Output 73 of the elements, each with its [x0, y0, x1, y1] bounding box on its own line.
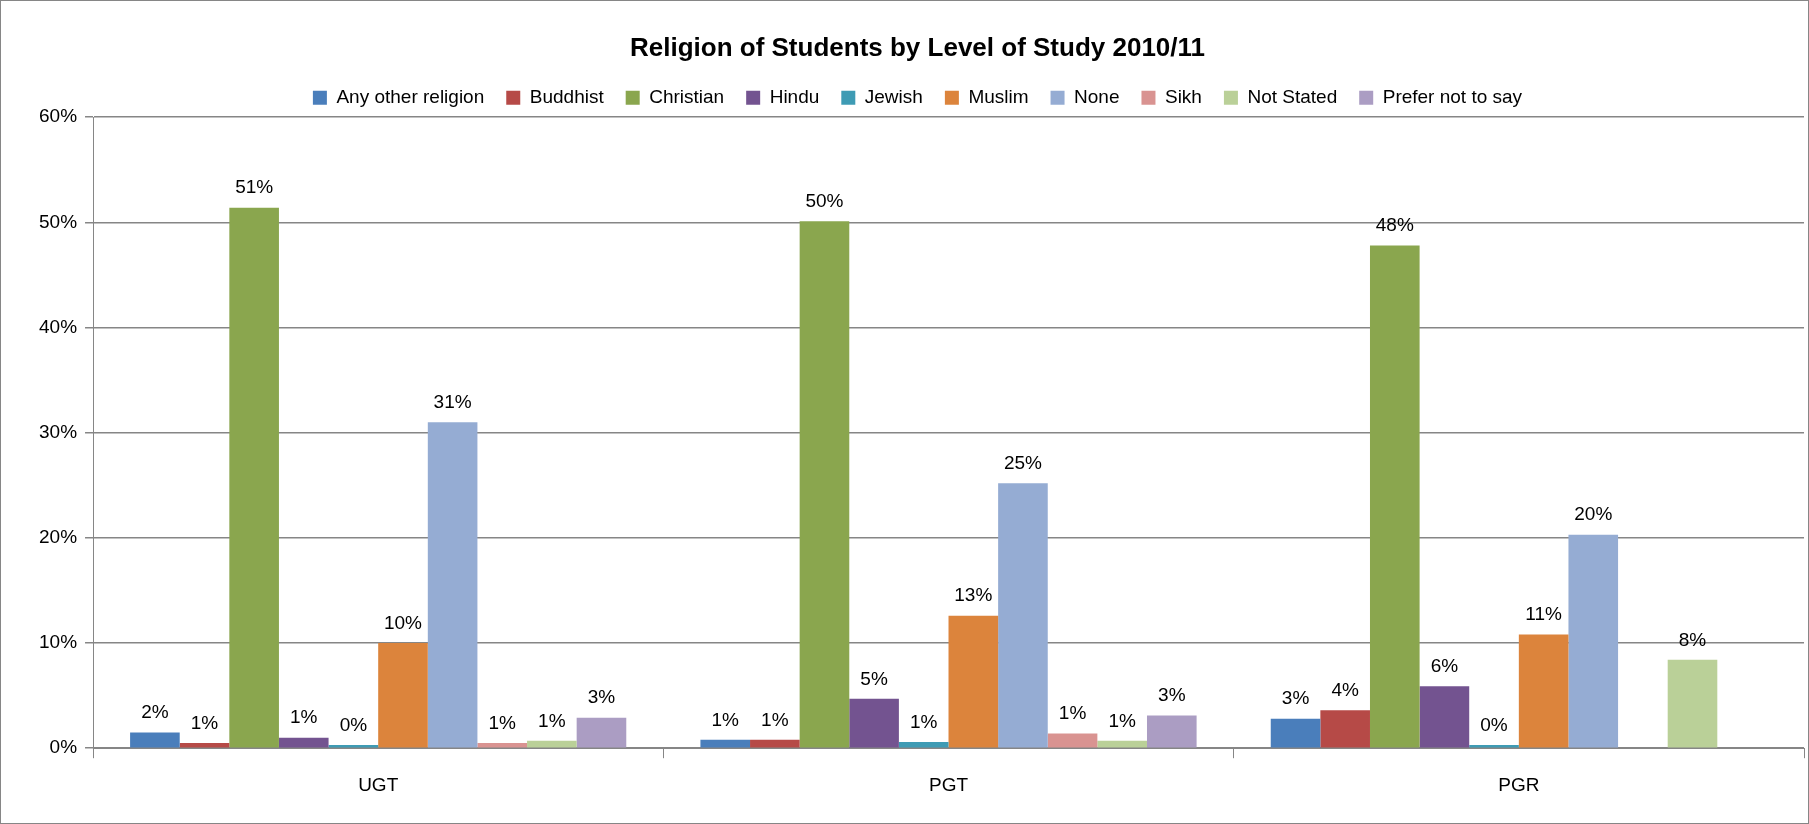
- y-tick-label: 10%: [39, 631, 78, 653]
- data-label: 1%: [1058, 702, 1087, 724]
- data-label: 48%: [1375, 214, 1414, 236]
- data-label: 5%: [860, 667, 888, 689]
- bar: [1320, 710, 1370, 748]
- y-tick-label: 60%: [39, 105, 78, 127]
- data-label: 3%: [587, 686, 616, 708]
- data-label: 4%: [1331, 679, 1360, 701]
- bar: [998, 483, 1048, 748]
- legend-label: Not Stated: [1247, 85, 1338, 107]
- y-tick-label: 0%: [49, 736, 78, 758]
- data-label: 8%: [1678, 628, 1707, 650]
- data-label: 1%: [190, 711, 219, 733]
- bar: [576, 717, 627, 748]
- bar: [750, 739, 800, 748]
- bar: [1419, 686, 1470, 748]
- y-tick-label: 50%: [39, 210, 78, 232]
- data-label: 1%: [909, 710, 938, 732]
- data-label: 25%: [1003, 451, 1043, 473]
- data-label: 1%: [290, 706, 318, 728]
- chart-title: Religion of Students by Level of Study 2010/11: [629, 31, 1206, 62]
- data-label: 11%: [1525, 603, 1563, 625]
- bar: [427, 422, 478, 748]
- data-label: 3%: [1281, 687, 1310, 709]
- data-label: 20%: [1574, 503, 1613, 525]
- data-label: 0%: [1480, 713, 1508, 735]
- data-label: 1%: [711, 708, 740, 730]
- bar: [1568, 534, 1619, 748]
- x-tick-label: PGR: [1498, 773, 1540, 795]
- data-label: 1%: [761, 708, 789, 730]
- data-label: 10%: [383, 611, 423, 633]
- bar: [1270, 718, 1321, 748]
- data-label: 6%: [1430, 654, 1459, 676]
- data-label: 50%: [805, 190, 844, 212]
- legend-label: Muslim: [968, 85, 1029, 107]
- bar: [1518, 634, 1569, 748]
- data-label: 0%: [339, 713, 368, 735]
- data-label: 1%: [1108, 709, 1137, 731]
- legend-label: Christian: [649, 85, 725, 107]
- legend-label: Any other religion: [336, 85, 485, 107]
- bar: [229, 207, 279, 748]
- y-tick-label: 30%: [39, 420, 78, 442]
- data-label: 51%: [235, 176, 274, 198]
- legend-label: None: [1074, 85, 1120, 107]
- legend-label: Sikh: [1164, 85, 1202, 107]
- data-label: 31%: [433, 390, 472, 412]
- data-label: 1%: [538, 709, 566, 731]
- bar: [700, 739, 751, 748]
- bar: [948, 615, 999, 748]
- bar: [130, 732, 180, 748]
- data-label: 1%: [488, 711, 517, 733]
- bar: [1146, 715, 1197, 748]
- bar: [278, 737, 329, 748]
- bar: [898, 741, 949, 748]
- data-label: 2%: [141, 701, 169, 723]
- bar: [378, 643, 428, 748]
- legend-label: Hindu: [769, 85, 820, 107]
- y-tick-label: 40%: [39, 315, 78, 337]
- bar: [799, 221, 850, 748]
- bar: [849, 698, 899, 748]
- bar: [1047, 733, 1098, 748]
- y-tick-label: 20%: [39, 526, 78, 548]
- legend-label: Prefer not to say: [1382, 85, 1523, 107]
- bar: [1667, 659, 1718, 748]
- data-label: 3%: [1158, 684, 1186, 706]
- bar: [1097, 740, 1147, 748]
- legend-label: Buddhist: [529, 85, 605, 107]
- data-label: 13%: [954, 584, 993, 606]
- x-tick-label: PGT: [928, 773, 969, 795]
- bar: [1369, 245, 1420, 748]
- x-tick-label: UGT: [358, 773, 399, 795]
- bar: [527, 740, 577, 748]
- legend-label: Jewish: [864, 85, 923, 107]
